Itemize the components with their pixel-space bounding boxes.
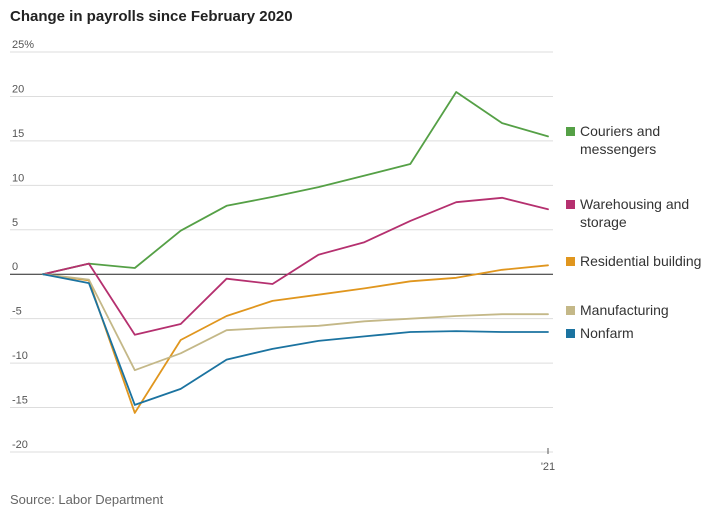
legend-item-0: Couriers and messengers [566, 123, 660, 157]
y-tick-label: -15 [12, 395, 28, 407]
series-lines [42, 91, 549, 414]
y-tick-label: 20 [12, 83, 24, 95]
gridlines [10, 51, 553, 453]
legend-item-3: Manufacturing [566, 302, 669, 318]
legend-label: Residential building [580, 253, 701, 269]
legend-swatch [566, 306, 575, 315]
legend-item-2: Residential building [566, 253, 701, 269]
legend: Couriers and messengers Warehousing and sto… [566, 123, 701, 341]
legend-swatch [566, 257, 575, 266]
y-tick-label: 0 [12, 261, 18, 273]
series-line-0 [42, 91, 549, 276]
legend-label: Warehousing and storage [580, 196, 689, 230]
legend-swatch [566, 127, 575, 136]
legend-label: Nonfarm [580, 325, 634, 341]
series-line-1 [42, 196, 549, 336]
legend-swatch [566, 329, 575, 338]
y-tick-label: -10 [12, 350, 28, 362]
x-tick-label: '21 [541, 461, 555, 473]
y-tick-label: 5 [12, 217, 18, 229]
y-tick-label: 25% [12, 39, 34, 51]
y-axis-tick-labels: 25% 20 15 10 5 0 -5 -10 -15 -20 [12, 39, 34, 451]
series-line-4 [42, 273, 549, 406]
legend-label: Couriers and messengers [580, 123, 660, 157]
legend-item-1: Warehousing and storage [566, 196, 689, 230]
series-line-3 [42, 273, 549, 372]
chart-source: Source: Labor Department [10, 492, 164, 507]
x-axis-ticks: '21 [541, 448, 555, 473]
y-tick-label: -20 [12, 439, 28, 451]
y-tick-label: 15 [12, 128, 24, 140]
legend-item-4: Nonfarm [566, 325, 634, 341]
chart-title: Change in payrolls since February 2020 [10, 8, 293, 25]
legend-swatch [566, 200, 575, 209]
y-tick-label: -5 [12, 306, 22, 318]
legend-label: Manufacturing [580, 302, 669, 318]
series-line-2 [42, 264, 549, 414]
y-tick-label: 10 [12, 172, 24, 184]
